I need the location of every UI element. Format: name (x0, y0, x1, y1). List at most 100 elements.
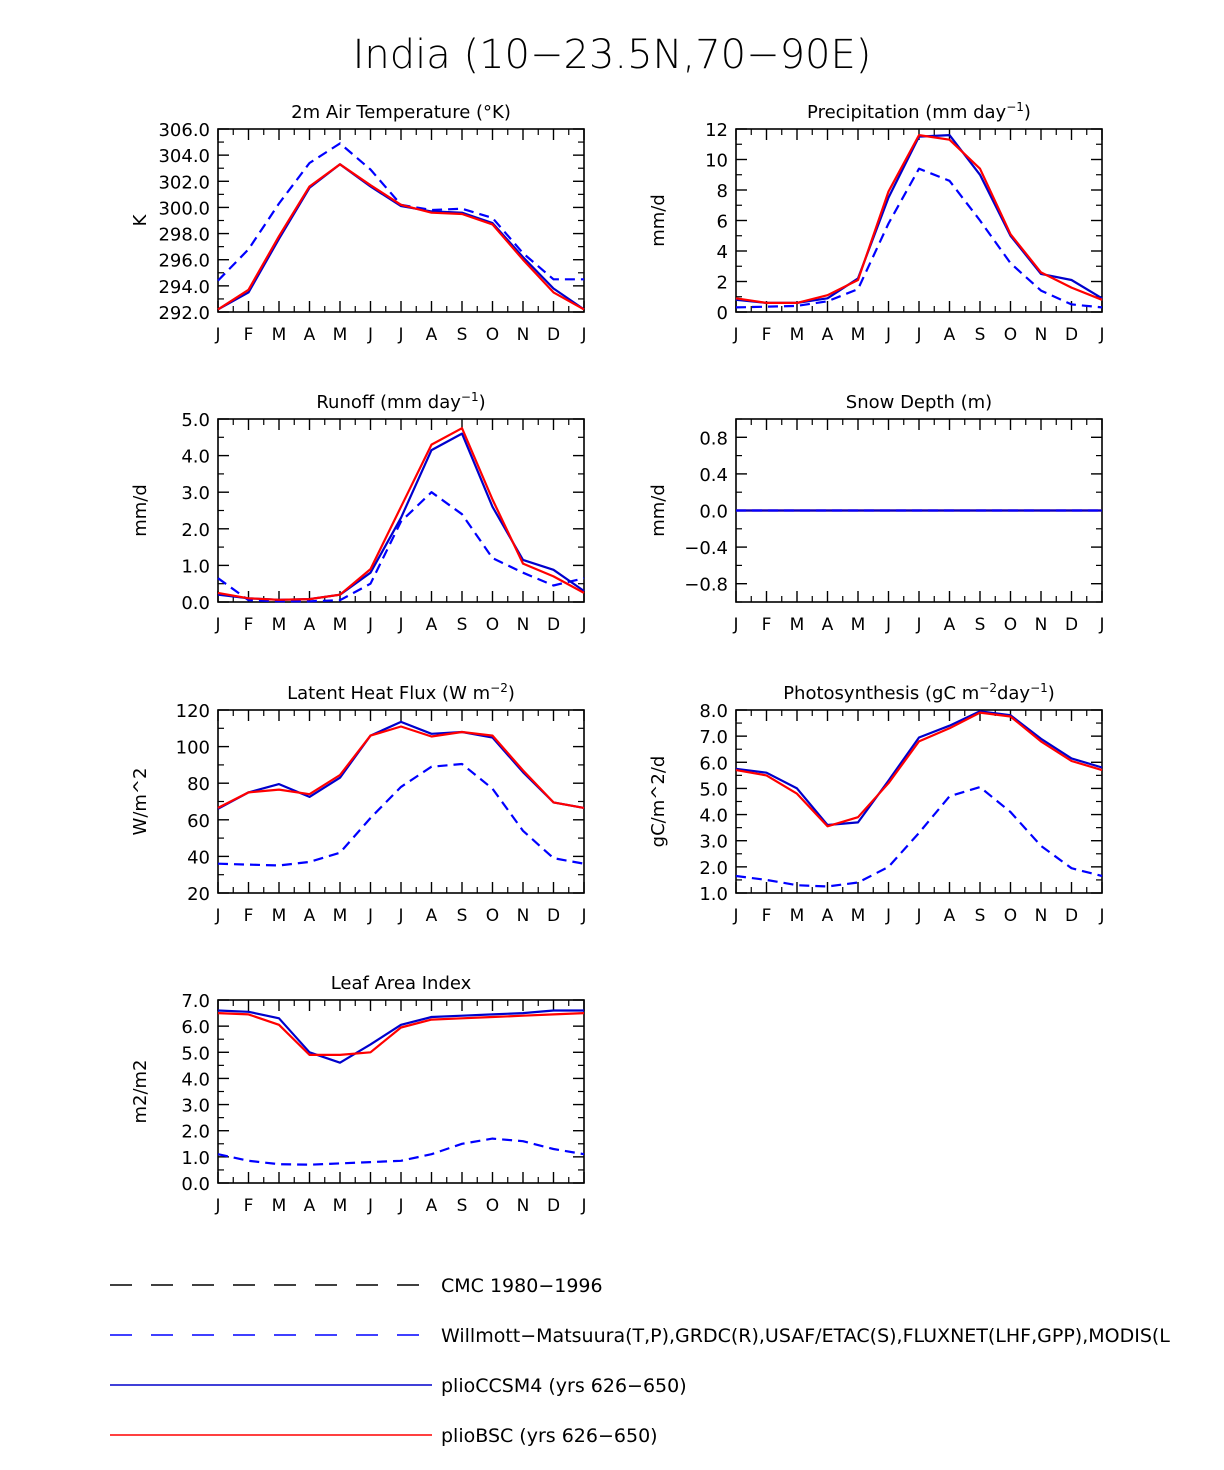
series-line-obs (735, 785, 1103, 888)
series-line-bsc (735, 711, 1103, 828)
title-text: day (997, 683, 1030, 704)
panel-tas: J F M A M J J A S O N D J292.0294.0296.0298.0300.030… (130, 102, 587, 345)
y-axis-label: mm/d (648, 194, 669, 247)
x-tick-label: N (517, 615, 530, 635)
x-tick-label: M (851, 906, 866, 926)
y-tick-label: 1.0 (181, 556, 210, 577)
title-superscript: −1 (1030, 681, 1048, 695)
series-line-bsc (735, 134, 1103, 304)
y-axis-label: m2/m2 (130, 1059, 151, 1123)
series-line-ccsm4 (735, 134, 1103, 304)
series-line-obs (217, 762, 585, 867)
x-tick-label: J (915, 906, 921, 926)
x-tick-label: J (367, 1196, 373, 1216)
y-axis-label: gC/m^2/d (648, 756, 669, 848)
x-tick-label: J (214, 615, 220, 635)
x-tick-label: A (944, 906, 956, 926)
panel-title: 2m Air Temperature (°K) (291, 102, 511, 123)
y-tick-label: 80 (187, 774, 210, 795)
x-tick-label: S (975, 615, 986, 635)
x-tick-label: N (517, 1196, 530, 1216)
plot-frame (217, 128, 585, 313)
figure-title: India (10−23.5N,70−90E) (353, 32, 872, 78)
x-tick-label: O (1004, 325, 1017, 345)
title-text: ) (479, 392, 486, 413)
x-tick-label: D (1065, 325, 1078, 345)
y-tick-label: 4.0 (699, 806, 728, 827)
y-axis-label: W/m^2 (130, 768, 151, 836)
legend-label-ccsm4: plioCCSM4 (yrs 626−650) (441, 1375, 687, 1397)
title-text: ) (1048, 683, 1055, 704)
y-tick-label: 0.4 (699, 465, 728, 486)
y-tick-label: 10 (705, 151, 728, 172)
x-tick-label: M (333, 615, 348, 635)
x-tick-label: A (822, 906, 834, 926)
x-tick-label: J (915, 615, 921, 635)
panel-title: Leaf Area Index (331, 973, 472, 994)
y-tick-label: 0.8 (699, 428, 728, 449)
y-tick-label: 292.0 (158, 303, 210, 324)
x-tick-label: D (547, 1196, 560, 1216)
x-tick-label: J (580, 325, 586, 345)
x-tick-label: M (333, 906, 348, 926)
x-tick-label: M (851, 325, 866, 345)
x-tick-label: J (367, 325, 373, 345)
panel-title: Latent Heat Flux (W m−2​) (287, 681, 515, 704)
x-tick-label: J (580, 906, 586, 926)
y-tick-label: 0 (717, 303, 728, 324)
x-tick-label: M (333, 325, 348, 345)
x-tick-label: M (272, 325, 287, 345)
x-tick-label: M (272, 615, 287, 635)
x-tick-label: N (1035, 325, 1048, 345)
y-tick-label: 294.0 (158, 277, 210, 298)
x-tick-label: O (486, 615, 499, 635)
legend-label-cmc: CMC 1980−1996 (441, 1275, 603, 1297)
x-tick-label: J (397, 906, 403, 926)
x-tick-label: A (426, 615, 438, 635)
legend-label-bsc: plioBSC (yrs 626−650) (441, 1425, 658, 1447)
y-tick-label: 4.0 (181, 1069, 210, 1090)
x-tick-label: M (851, 615, 866, 635)
x-tick-label: J (214, 1196, 220, 1216)
x-tick-label: J (885, 906, 891, 926)
y-tick-label: 296.0 (158, 251, 210, 272)
series-line-ccsm4 (217, 163, 585, 311)
x-tick-label: J (397, 1196, 403, 1216)
panels: J F M A M J J A S O N D J292.0294.0296.0298.0300.030… (130, 100, 1105, 1216)
series-line-bsc (217, 427, 585, 601)
y-tick-label: 6 (717, 212, 728, 233)
x-tick-label: J (397, 615, 403, 635)
x-tick-label: J (367, 615, 373, 635)
x-tick-label: A (426, 325, 438, 345)
panel-pr: J F M A M J J A S O N D J024681012mm/dPrecipitation … (648, 100, 1105, 345)
x-tick-label: J (885, 615, 891, 635)
x-tick-label: O (486, 1196, 499, 1216)
x-tick-label: J (1098, 906, 1104, 926)
y-tick-label: 5.0 (181, 1043, 210, 1064)
y-tick-label: 120 (176, 701, 210, 722)
x-tick-label: J (214, 906, 220, 926)
y-tick-label: 3.0 (181, 483, 210, 504)
title-superscript: −2 (979, 681, 997, 695)
y-tick-label: 0.0 (181, 593, 210, 614)
x-tick-label: A (304, 906, 316, 926)
y-tick-label: 7.0 (181, 991, 210, 1012)
series-line-bsc (217, 1012, 585, 1057)
x-tick-label: M (272, 906, 287, 926)
x-tick-label: O (486, 325, 499, 345)
x-tick-label: O (486, 906, 499, 926)
y-tick-label: 1.0 (181, 1148, 210, 1169)
x-tick-label: J (580, 615, 586, 635)
y-tick-label: 5.0 (699, 779, 728, 800)
x-tick-label: D (547, 906, 560, 926)
x-tick-label: F (762, 325, 772, 345)
panel-lai: J F M A M J J A S O N D J0.01.02.03.04.05.06.07.0m2/… (130, 973, 587, 1216)
x-tick-label: F (244, 1196, 254, 1216)
y-tick-label: 2.0 (181, 520, 210, 541)
y-tick-label: 20 (187, 884, 210, 905)
series-line-ccsm4 (217, 1009, 584, 1064)
x-tick-label: J (397, 325, 403, 345)
x-tick-label: J (1098, 325, 1104, 345)
x-tick-label: N (517, 325, 530, 345)
y-tick-label: −0.8 (684, 575, 728, 596)
